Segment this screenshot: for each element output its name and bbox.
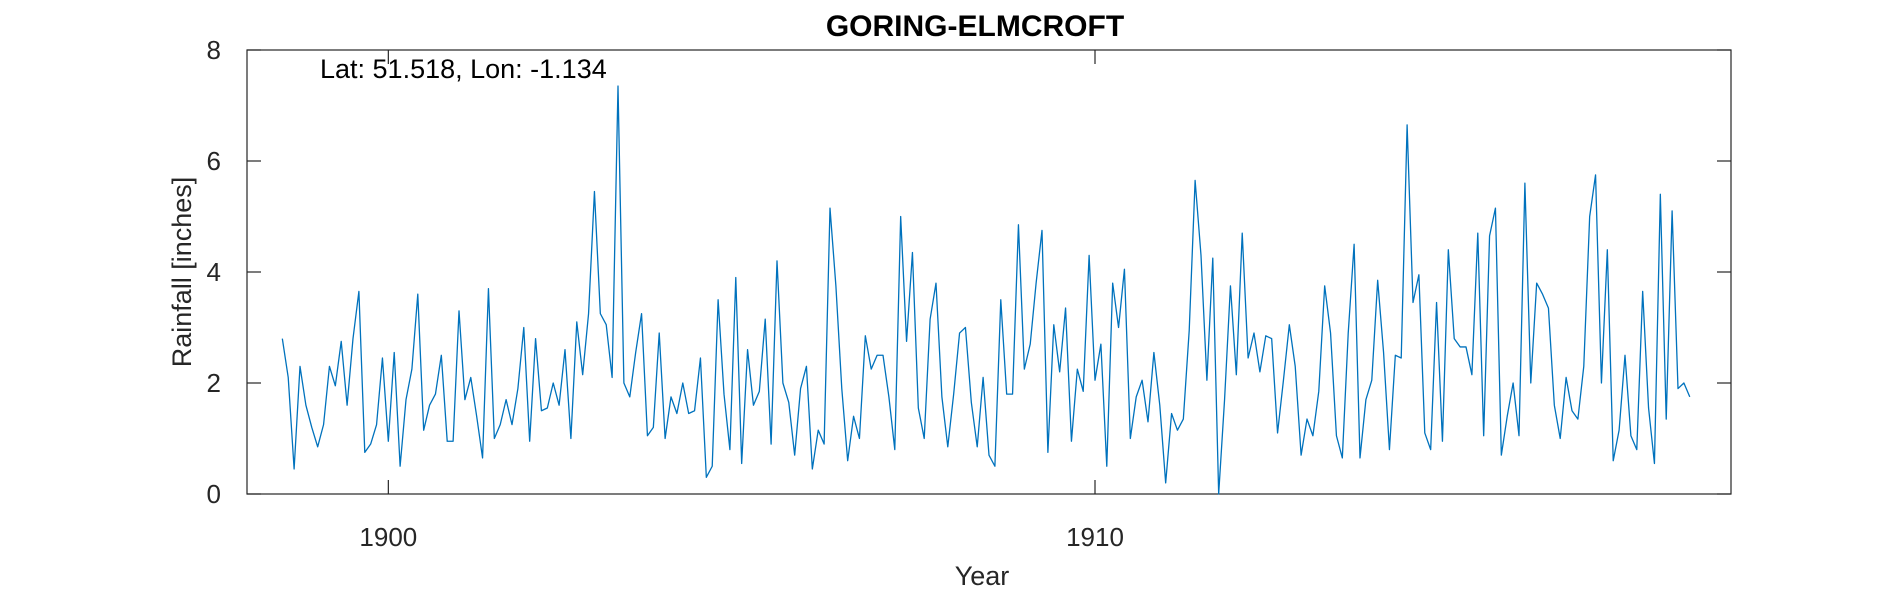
chart-title: GORING-ELMCROFT bbox=[826, 10, 1124, 43]
y-tick-label: 4 bbox=[207, 257, 221, 287]
x-tick-label: 1910 bbox=[1066, 522, 1124, 552]
location-annotation: Lat: 51.518, Lon: -1.134 bbox=[320, 54, 607, 84]
y-tick-label: 8 bbox=[207, 35, 221, 65]
x-axis-title: Year bbox=[955, 561, 1010, 591]
rainfall-series-line bbox=[281, 85, 1691, 495]
x-axis-ticks: 1900 1910 bbox=[359, 50, 1124, 552]
y-tick-label: 2 bbox=[207, 368, 221, 398]
x-tick-label: 1900 bbox=[359, 522, 417, 552]
plot-area-frame bbox=[246, 49, 1732, 495]
y-tick-label: 0 bbox=[207, 479, 221, 509]
y-tick-label: 6 bbox=[207, 146, 221, 176]
y-axis-title: Rainfall [inches] bbox=[167, 177, 197, 368]
y-axis-ticks: 0 2 4 6 8 bbox=[207, 35, 1731, 509]
